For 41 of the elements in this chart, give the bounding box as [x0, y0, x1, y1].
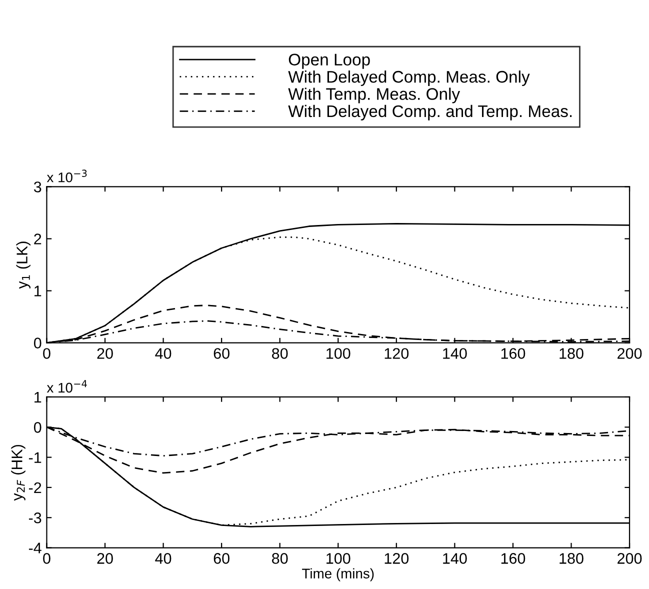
y-tick-label: -2	[28, 482, 42, 493]
y-tick-label: 1	[34, 286, 42, 296]
x-tick-label: 40	[155, 348, 172, 359]
legend-label: With Delayed Comp. Meas. Only	[288, 70, 530, 86]
legend-label: Open Loop	[288, 54, 370, 69]
y-tick-label: 0	[34, 422, 42, 433]
y-tick-label: -4	[28, 542, 42, 554]
y-axis-title: y$_{1}$ (LK)	[16, 242, 30, 289]
x-tick-label: 120	[384, 553, 409, 564]
x-tick-label: 140	[443, 348, 467, 359]
y-tick-label: -3	[28, 512, 42, 524]
x-tick-label: 40	[155, 553, 172, 564]
x-tick-label: 200	[618, 348, 642, 359]
legend-label: With Temp. Meas. Only	[288, 88, 460, 104]
y-tick-label: 1	[34, 392, 42, 403]
legend-label: With Delayed Comp. and Temp. Meas.	[288, 104, 572, 120]
y-tick-label: 0	[34, 338, 42, 348]
x-tick-label: 140	[443, 553, 467, 564]
text: x 10$^{−4}$	[46, 380, 87, 393]
x-tick-label: 60	[214, 348, 230, 359]
x-tick-label: 160	[501, 553, 526, 564]
x-tick-label: 0	[43, 553, 50, 564]
y-tick-label: 3	[34, 182, 42, 192]
text: x 10$^{−3}$	[46, 170, 87, 182]
x-tick-label: 80	[272, 553, 288, 564]
x-tick-label: 120	[384, 348, 409, 359]
x-tick-label: 160	[501, 348, 526, 359]
y-axis-title: y$_{2F}$ (HK)	[11, 444, 26, 501]
x-axis-title: Time (mins)	[302, 568, 374, 582]
y-tick-label: 2	[34, 234, 42, 244]
x-tick-label: 180	[560, 553, 584, 564]
x-tick-label: 100	[326, 348, 350, 359]
y-tick-label: -1	[28, 452, 42, 463]
x-tick-label: 80	[272, 348, 288, 359]
x-tick-label: 20	[97, 348, 113, 359]
x-tick-label: 180	[560, 348, 584, 359]
x-tick-label: 20	[97, 553, 113, 564]
x-tick-label: 60	[214, 553, 230, 564]
x-tick-label: 100	[326, 553, 350, 564]
x-tick-label: 0	[43, 348, 50, 359]
x-tick-label: 200	[618, 553, 642, 564]
